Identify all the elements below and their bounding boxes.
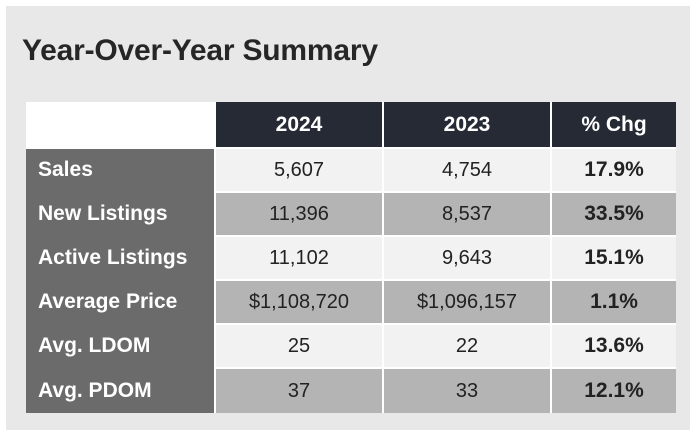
summary-card: Year-Over-Year Summary 2024 2023 % Chg S… (6, 6, 690, 430)
sales-pct-change: 17.9% (552, 149, 676, 191)
summary-table: 2024 2023 % Chg Sales 5,607 4,754 17.9% … (26, 102, 676, 413)
avg-pdom-2024: 37 (216, 369, 382, 413)
new-listings-2023: 8,537 (384, 193, 550, 235)
avg-ldom-pct-change: 13.6% (552, 325, 676, 367)
row-label-active-listings: Active Listings (26, 237, 214, 279)
new-listings-pct-change: 33.5% (552, 193, 676, 235)
new-listings-2024: 11,396 (216, 193, 382, 235)
column-header-2024: 2024 (216, 102, 382, 147)
average-price-2024: $1,108,720 (216, 281, 382, 323)
row-label-new-listings: New Listings (26, 193, 214, 235)
average-price-pct-change: 1.1% (552, 281, 676, 323)
avg-ldom-2023: 22 (384, 325, 550, 367)
avg-pdom-2023: 33 (384, 369, 550, 413)
active-listings-2024: 11,102 (216, 237, 382, 279)
column-header-pct-change: % Chg (552, 102, 676, 147)
summary-title: Year-Over-Year Summary (22, 34, 378, 67)
avg-pdom-pct-change: 12.1% (552, 369, 676, 413)
row-label-sales: Sales (26, 149, 214, 191)
row-label-avg-pdom: Avg. PDOM (26, 369, 214, 413)
sales-2024: 5,607 (216, 149, 382, 191)
column-header-2023: 2023 (384, 102, 550, 147)
avg-ldom-2024: 25 (216, 325, 382, 367)
active-listings-pct-change: 15.1% (552, 237, 676, 279)
row-label-avg-ldom: Avg. LDOM (26, 325, 214, 367)
active-listings-2023: 9,643 (384, 237, 550, 279)
sales-2023: 4,754 (384, 149, 550, 191)
average-price-2023: $1,096,157 (384, 281, 550, 323)
row-label-average-price: Average Price (26, 281, 214, 323)
